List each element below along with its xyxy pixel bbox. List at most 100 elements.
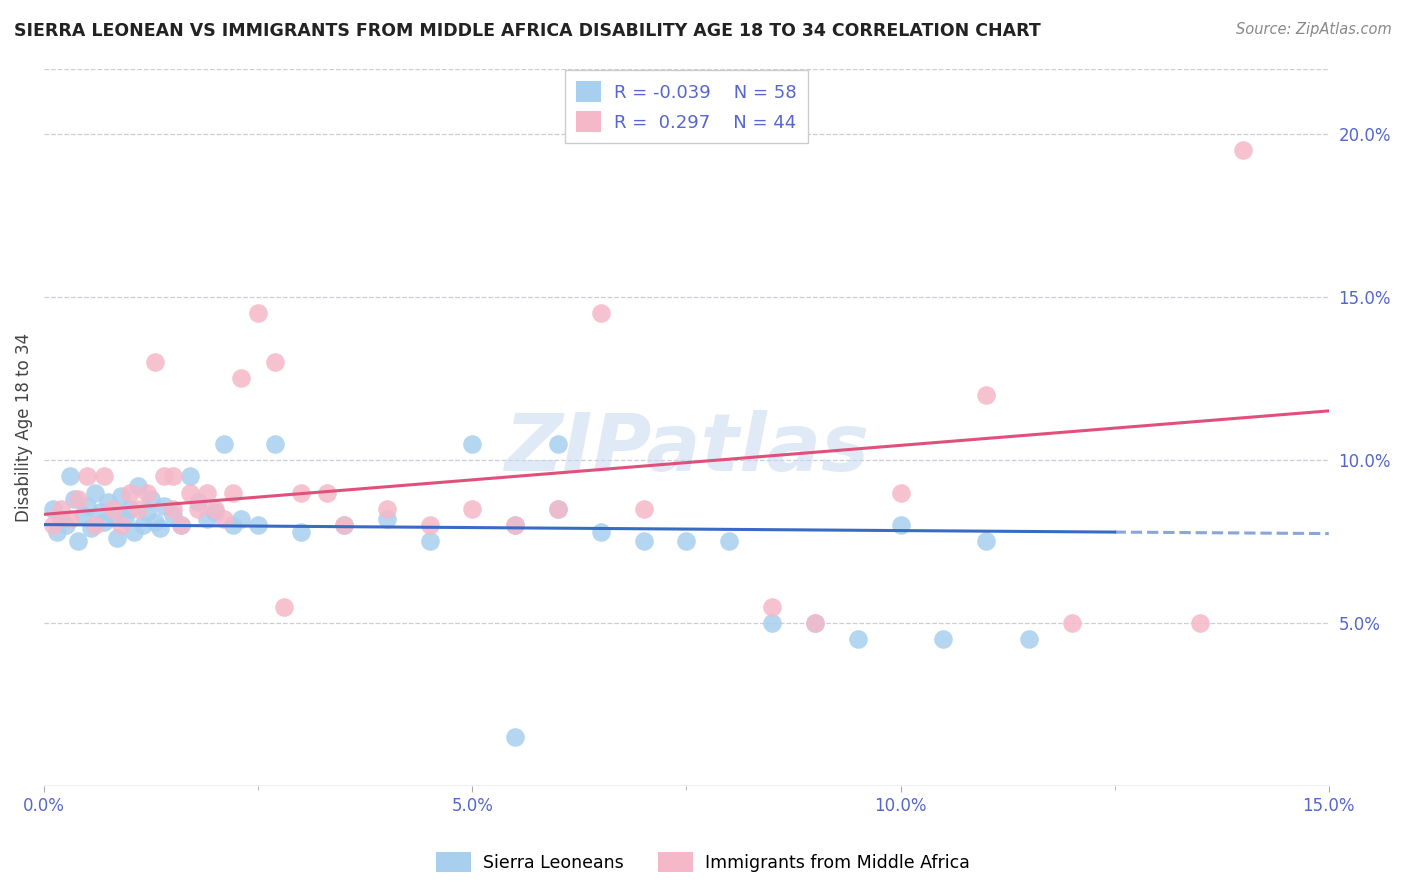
Text: SIERRA LEONEAN VS IMMIGRANTS FROM MIDDLE AFRICA DISABILITY AGE 18 TO 34 CORRELAT: SIERRA LEONEAN VS IMMIGRANTS FROM MIDDLE… xyxy=(14,22,1040,40)
Point xyxy=(89,505,111,519)
Text: ZIPatlas: ZIPatlas xyxy=(503,409,869,488)
Point xyxy=(503,730,526,744)
Point xyxy=(264,436,287,450)
Point xyxy=(846,632,869,647)
Point xyxy=(84,518,107,533)
Point xyxy=(59,511,82,525)
Point xyxy=(118,485,141,500)
Point xyxy=(804,615,827,630)
Point xyxy=(273,599,295,614)
Point xyxy=(290,524,312,539)
Point xyxy=(80,521,103,535)
Point xyxy=(1060,615,1083,630)
Legend: R = -0.039    N = 58, R =  0.297    N = 44: R = -0.039 N = 58, R = 0.297 N = 44 xyxy=(565,70,807,143)
Point xyxy=(503,518,526,533)
Point xyxy=(1232,143,1254,157)
Point xyxy=(131,518,153,533)
Point xyxy=(76,469,98,483)
Point xyxy=(503,518,526,533)
Point xyxy=(179,469,201,483)
Point xyxy=(153,499,176,513)
Point xyxy=(93,515,115,529)
Point xyxy=(55,518,77,533)
Point xyxy=(461,436,484,450)
Point xyxy=(589,306,612,320)
Point xyxy=(162,501,184,516)
Point xyxy=(67,534,90,549)
Point xyxy=(229,511,252,525)
Point xyxy=(170,518,193,533)
Point xyxy=(101,508,124,523)
Point xyxy=(195,485,218,500)
Point xyxy=(46,524,69,539)
Point xyxy=(229,371,252,385)
Point xyxy=(63,492,86,507)
Point xyxy=(51,511,73,525)
Point xyxy=(1189,615,1212,630)
Point xyxy=(761,615,783,630)
Point xyxy=(149,521,172,535)
Point xyxy=(114,511,136,525)
Point xyxy=(204,501,226,516)
Point xyxy=(974,388,997,402)
Point xyxy=(153,469,176,483)
Point xyxy=(110,489,132,503)
Point xyxy=(93,469,115,483)
Point xyxy=(333,518,356,533)
Point xyxy=(122,524,145,539)
Point xyxy=(974,534,997,549)
Point xyxy=(162,508,184,523)
Point xyxy=(59,469,82,483)
Point xyxy=(145,515,167,529)
Point xyxy=(135,485,157,500)
Point xyxy=(333,518,356,533)
Point xyxy=(418,534,440,549)
Point xyxy=(145,355,167,369)
Point xyxy=(718,534,741,549)
Point xyxy=(315,485,337,500)
Point xyxy=(804,615,827,630)
Point xyxy=(118,501,141,516)
Point xyxy=(187,501,209,516)
Point xyxy=(461,501,484,516)
Point xyxy=(195,511,218,525)
Point xyxy=(547,436,569,450)
Point xyxy=(633,534,655,549)
Point xyxy=(110,518,132,533)
Point xyxy=(418,518,440,533)
Point xyxy=(264,355,287,369)
Point xyxy=(589,524,612,539)
Point xyxy=(633,501,655,516)
Point xyxy=(97,495,120,509)
Point xyxy=(375,511,398,525)
Point xyxy=(290,485,312,500)
Point xyxy=(67,492,90,507)
Point xyxy=(675,534,697,549)
Point xyxy=(41,518,63,533)
Point xyxy=(72,508,94,523)
Point xyxy=(76,499,98,513)
Point xyxy=(127,479,149,493)
Point xyxy=(51,501,73,516)
Point xyxy=(170,518,193,533)
Point xyxy=(105,531,128,545)
Point xyxy=(187,495,209,509)
Point xyxy=(247,306,270,320)
Point xyxy=(212,436,235,450)
Point xyxy=(135,505,157,519)
Y-axis label: Disability Age 18 to 34: Disability Age 18 to 34 xyxy=(15,333,32,522)
Point xyxy=(212,511,235,525)
Text: Source: ZipAtlas.com: Source: ZipAtlas.com xyxy=(1236,22,1392,37)
Point xyxy=(890,518,912,533)
Point xyxy=(1018,632,1040,647)
Point xyxy=(141,492,163,507)
Point xyxy=(204,505,226,519)
Point xyxy=(41,501,63,516)
Point xyxy=(247,518,270,533)
Point xyxy=(179,485,201,500)
Point xyxy=(890,485,912,500)
Point xyxy=(101,501,124,516)
Point xyxy=(932,632,955,647)
Point xyxy=(375,501,398,516)
Point xyxy=(547,501,569,516)
